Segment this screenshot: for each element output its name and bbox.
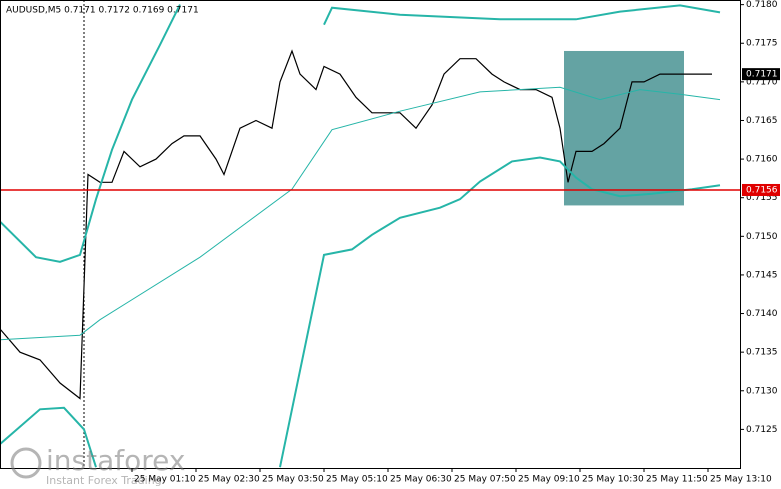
plot-frame [0, 0, 741, 469]
x-tick-label: 25 May 05:10 [326, 475, 388, 485]
series-line [0, 156, 721, 468]
series-line [0, 49, 712, 400]
y-tick-label: 0.7165 [746, 116, 778, 126]
chart-title: AUDUSD,M5 0.7171 0.7172 0.7169 0.7171 [6, 6, 199, 16]
y-tick-label: 0.7140 [746, 309, 778, 319]
y-tick-label: 0.7175 [746, 39, 778, 49]
y-tick-label: 0.7155 [746, 193, 778, 203]
logo-icon [10, 447, 42, 479]
y-tick-label: 0.7125 [746, 425, 778, 435]
y-tick-label: 0.7130 [746, 386, 778, 396]
y-tick-label: 0.7150 [746, 232, 778, 242]
level-label-box [742, 183, 780, 196]
plot-area [0, 0, 740, 468]
tagline: Instant Forex Trading [46, 474, 162, 487]
x-tick-label: 25 May 09:10 [518, 475, 580, 485]
x-tick-label: 25 May 01:10 [134, 475, 196, 485]
x-tick-label: 25 May 10:30 [582, 475, 644, 485]
series-line [0, 86, 721, 341]
y-tick-label: 0.7135 [746, 348, 778, 358]
x-tick-label: 25 May 03:50 [262, 475, 324, 485]
brand: instaforex [46, 444, 185, 477]
y-tick-label: 0.7145 [746, 270, 778, 280]
y-tick-label: 0.7170 [746, 77, 778, 87]
y-tick-label: 0.7160 [746, 155, 778, 165]
x-tick-label: 25 May 11:50 [646, 475, 708, 485]
x-tick-label: 25 May 07:50 [454, 475, 516, 485]
price-label-box [742, 68, 780, 81]
watermark: instaforex Instant Forex Trading [10, 444, 185, 487]
y-tick-label: 0.7180 [746, 0, 778, 10]
x-tick-label: 25 May 13:10 [710, 475, 772, 485]
x-tick-label: 25 May 06:30 [390, 475, 452, 485]
highlight-box [564, 50, 684, 206]
x-tick-label: 25 May 02:30 [198, 475, 260, 485]
price-label: 0.7171 [746, 70, 778, 80]
level-label: 0.7156 [746, 185, 778, 195]
series-line [0, 4, 721, 263]
